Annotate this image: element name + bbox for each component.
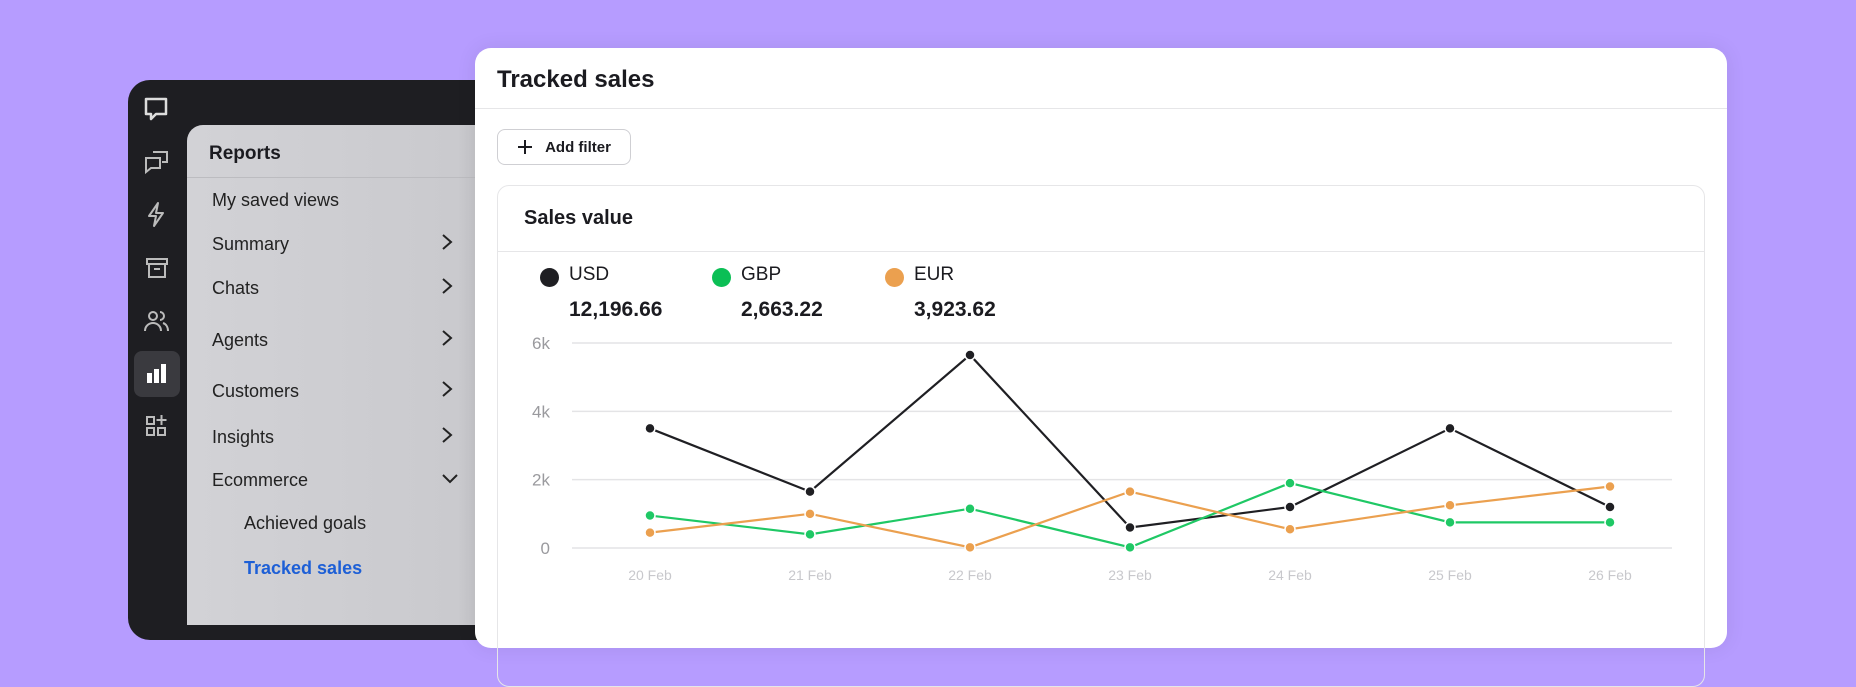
data-point[interactable] (1444, 422, 1456, 435)
chevron-right-icon[interactable] (440, 231, 454, 259)
x-tick-label: 25 Feb (1428, 567, 1472, 583)
add-filter-label: Add filter (545, 138, 611, 156)
chevron-right-icon[interactable] (440, 275, 454, 303)
chats-icon[interactable] (141, 147, 173, 179)
data-point[interactable] (964, 349, 976, 361)
nav-item-customers[interactable]: Customers (212, 381, 300, 401)
y-tick-label: 2k (532, 471, 550, 490)
chevron-down-icon[interactable] (440, 467, 460, 495)
x-tick-label: 23 Feb (1108, 567, 1152, 583)
legend-label: USD (569, 264, 610, 285)
add-filter-button[interactable]: Add filter (497, 129, 631, 165)
x-tick-label: 22 Feb (948, 567, 992, 583)
x-tick-label: 21 Feb (788, 567, 832, 583)
y-tick-label: 0 (541, 539, 550, 558)
nav-subitem-tracked-sales[interactable]: Tracked sales (244, 558, 363, 578)
legend-value: 3,923.62 (914, 298, 996, 321)
chevron-right-icon[interactable] (440, 327, 454, 355)
legend-value: 2,663.22 (741, 298, 823, 321)
nav-item-agents[interactable]: Agents (212, 330, 269, 350)
nav-item-ecommerce[interactable]: Ecommerce (212, 470, 309, 490)
series-usd (644, 349, 1616, 534)
data-point[interactable] (1124, 485, 1136, 498)
data-point[interactable] (644, 509, 656, 522)
x-tick-label: 20 Feb (628, 567, 672, 583)
nav-subitem-achieved-goals[interactable]: Achieved goals (244, 513, 367, 533)
chevron-right-icon[interactable] (440, 424, 454, 452)
chevron-right-icon[interactable] (440, 378, 454, 406)
data-point[interactable] (1604, 480, 1616, 493)
lightning-icon[interactable] (141, 199, 173, 231)
legend-label: GBP (741, 264, 782, 285)
sales-line-chart: 0 2k 4k 6k 20 Feb 21 Feb 22 Feb 23 Feb 24 Feb 25 … (532, 334, 1672, 583)
legend-label: EUR (914, 264, 955, 285)
data-point[interactable] (644, 422, 656, 435)
data-point[interactable] (1604, 501, 1616, 513)
data-point[interactable] (1284, 523, 1296, 535)
legend-dot (885, 268, 904, 287)
legend-dot (540, 268, 559, 287)
archive-icon[interactable] (141, 252, 173, 284)
page-title: Tracked sales (497, 66, 655, 93)
series-eur (644, 480, 1616, 554)
data-point[interactable] (1604, 516, 1616, 529)
data-point[interactable] (964, 541, 976, 554)
apps-add-icon[interactable] (141, 410, 173, 442)
nav-item-summary[interactable]: Summary (212, 234, 290, 254)
divider (498, 251, 1704, 252)
divider (187, 177, 527, 178)
data-point[interactable] (1444, 516, 1456, 529)
data-point[interactable] (804, 485, 816, 498)
reports-panel: Reports My saved views Summary Chats Agents… (187, 125, 527, 625)
data-point[interactable] (804, 528, 816, 541)
series-gbp (644, 477, 1616, 554)
plus-icon (518, 140, 533, 154)
data-point[interactable] (1444, 499, 1456, 512)
reports-icon[interactable] (134, 351, 180, 397)
series-line (649, 353, 1611, 529)
chat-bubble-icon[interactable] (141, 94, 173, 126)
data-point[interactable] (964, 502, 976, 515)
card-title: Sales value (524, 207, 633, 229)
divider (475, 108, 1727, 109)
legend-value: 12,196.66 (569, 298, 663, 321)
data-point[interactable] (644, 526, 656, 539)
x-tick-label: 24 Feb (1268, 567, 1312, 583)
nav-item-insights[interactable]: Insights (212, 427, 275, 447)
people-icon[interactable] (141, 305, 173, 337)
panel-title: Reports (209, 143, 281, 164)
y-tick-label: 6k (532, 334, 550, 353)
y-tick-label: 4k (532, 402, 550, 421)
nav-item-my-saved-views[interactable]: My saved views (212, 190, 340, 210)
x-tick-label: 26 Feb (1588, 567, 1632, 583)
data-point[interactable] (1284, 477, 1296, 489)
data-point[interactable] (1124, 541, 1136, 554)
legend-dot (712, 268, 731, 287)
data-point[interactable] (1124, 521, 1136, 534)
data-point[interactable] (1284, 501, 1296, 513)
nav-item-chats[interactable]: Chats (212, 278, 260, 298)
data-point[interactable] (804, 508, 816, 520)
